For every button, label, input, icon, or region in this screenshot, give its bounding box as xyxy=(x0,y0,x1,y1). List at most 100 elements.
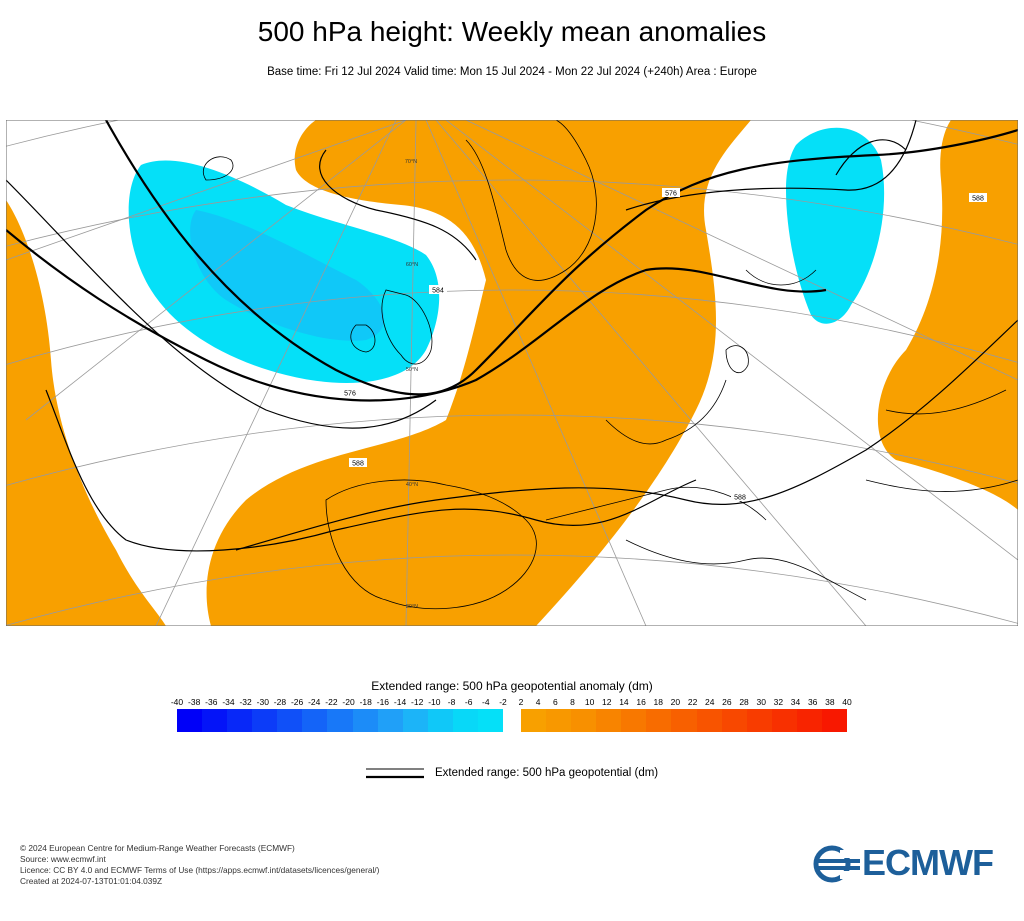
colorbar-swatch xyxy=(746,709,772,732)
colorbar-tick-label: 32 xyxy=(773,697,784,707)
colorbar-tick-label: -18 xyxy=(359,697,372,707)
colorbar-tick-label: 12 xyxy=(602,697,612,707)
contour-label-588-iberia: 588 xyxy=(352,461,364,468)
positive-colorbar xyxy=(521,709,848,732)
lat-label-70n: 70°N xyxy=(405,159,417,165)
colorbar-tick-label: 4 xyxy=(535,697,541,707)
colorbar-tick-label: 2 xyxy=(518,697,524,707)
legend-title: Extended range: 500 hPa geopotential ano… xyxy=(371,679,653,693)
colorbar-tick-label: -2 xyxy=(499,697,507,707)
colorbar-swatch xyxy=(696,709,722,732)
colorbar-swatch xyxy=(302,709,328,732)
colorbar-tick-label: -36 xyxy=(205,697,218,707)
colorbar-tick-label: 28 xyxy=(739,697,749,707)
positive-anomaly-regions xyxy=(6,120,1018,626)
colorbar-swatch xyxy=(546,709,572,732)
graticule xyxy=(6,120,1018,626)
colorbar-tick-label: -26 xyxy=(290,697,304,707)
colorbar-tick-label: 6 xyxy=(552,697,558,707)
positive-anomaly-atlantic xyxy=(6,200,166,626)
negative-anomaly-regions xyxy=(128,127,885,383)
colorbar-swatch xyxy=(721,709,747,732)
positive-anomaly-asia xyxy=(877,120,1018,510)
colorbar-tick-label: 18 xyxy=(653,697,663,707)
colorbar-tick-label: -28 xyxy=(273,697,287,707)
geopotential-contours xyxy=(6,120,1018,552)
colorbar-swatch xyxy=(452,709,478,732)
contour-label-588-med: 588 xyxy=(734,495,746,502)
colorbar-swatch xyxy=(227,709,253,732)
colorbar-tick-label: 26 xyxy=(722,697,732,707)
colorbar-tick-label: 24 xyxy=(705,697,715,707)
colorbar-tick-label: -16 xyxy=(376,697,390,707)
positive-anomaly-central-europe xyxy=(206,120,751,626)
colorbar-swatch xyxy=(796,709,822,732)
colorbar-swatch xyxy=(427,709,453,732)
colorbar-tick-label: -24 xyxy=(308,697,321,707)
lat-label-50n: 50°N xyxy=(406,367,418,373)
page-subtitle: Base time: Fri 12 Jul 2024 Valid time: M… xyxy=(267,66,757,78)
colorbar-tick-label: -40 xyxy=(170,697,184,707)
colorbar-tick-label: 14 xyxy=(619,697,629,707)
contour-legend-label: Extended range: 500 hPa geopotential (dm… xyxy=(435,767,659,779)
colorbar-tick-label: 10 xyxy=(584,697,595,707)
colorbar-tick-label: 34 xyxy=(790,697,801,707)
lat-label-60n: 60°N xyxy=(406,262,418,268)
colorbar-swatch xyxy=(477,709,504,732)
colorbar-swatch xyxy=(402,709,428,732)
colorbar-swatch xyxy=(821,709,848,732)
colorbar-tick-label: 22 xyxy=(687,697,698,707)
colorbar-swatch xyxy=(252,709,278,732)
colorbar-tick-label: 30 xyxy=(756,697,766,707)
colorbar-swatch xyxy=(377,709,403,732)
colorbar-swatch xyxy=(277,709,303,732)
contour-label-584: 584 xyxy=(432,288,444,295)
contour-labels: 576 576 588 584 588 588 xyxy=(341,188,987,502)
colorbar-swatch xyxy=(596,709,622,732)
colorbar-tick-label: 36 xyxy=(807,697,818,707)
contour-label-588-east: 588 xyxy=(972,196,984,203)
ecmwf-logo-icon xyxy=(813,845,860,883)
colorbar-tick-label: 16 xyxy=(636,697,646,707)
footer-licence: Licence: CC BY 4.0 and ECMWF Terms of Us… xyxy=(20,865,380,875)
contour-label-576-north: 576 xyxy=(665,191,677,198)
colorbar-tick-label: -20 xyxy=(342,697,355,707)
colorbar-swatch xyxy=(202,709,228,732)
footer-copyright: © 2024 European Centre for Medium-Range … xyxy=(20,843,295,853)
colorbar-swatch xyxy=(646,709,672,732)
colorbar-tick-label: -22 xyxy=(325,697,338,707)
colorbar-tick-label: -8 xyxy=(447,697,456,707)
colorbar-tick-label: -6 xyxy=(464,697,473,707)
colorbar-swatch xyxy=(671,709,697,732)
footer-created: Created at 2024-07-13T01:01:04.039Z xyxy=(20,876,163,886)
colorbar-swatch xyxy=(571,709,597,732)
footer: © 2024 European Centre for Medium-Range … xyxy=(20,843,379,887)
lat-label-30n: 30°N xyxy=(406,604,418,610)
lat-label-40n: 40°N xyxy=(406,482,418,488)
colorbar-swatch xyxy=(327,709,353,732)
colorbar-tick-label: -32 xyxy=(239,697,252,707)
colorbar-swatch xyxy=(352,709,378,732)
colorbar-swatch xyxy=(771,709,797,732)
negative-colorbar xyxy=(177,709,504,732)
colorbar-tick-label: 20 xyxy=(670,697,681,707)
contour-label-576-atlantic: 576 xyxy=(344,391,356,398)
colorbar-tick-label: -34 xyxy=(222,697,235,707)
anomaly-map: 576 576 588 584 588 588 70°N 60°N 50°N 4… xyxy=(6,120,1018,626)
colorbar-tick-label: 38 xyxy=(825,697,835,707)
colorbar-swatch xyxy=(621,709,647,732)
colorbar-swatch xyxy=(177,709,203,732)
page-title: 500 hPa height: Weekly mean anomalies xyxy=(257,16,767,47)
ecmwf-logo-text: ECMWF xyxy=(862,842,994,883)
negative-anomaly-north-atlantic-core xyxy=(190,210,385,341)
colorbar-swatch xyxy=(521,709,547,732)
colorbar-tick-label: 40 xyxy=(842,697,852,707)
colorbar-tick-label: -38 xyxy=(188,697,201,707)
latitude-labels: 70°N 60°N 50°N 40°N 30°N xyxy=(405,159,418,610)
colorbar-tick-label: -10 xyxy=(428,697,441,707)
contour-legend-symbol xyxy=(366,768,424,779)
colorbar-tick-label: 8 xyxy=(570,697,575,707)
colorbar-tick-label: -12 xyxy=(411,697,424,707)
colorbar-tick-label: -4 xyxy=(482,697,490,707)
footer-source: Source: www.ecmwf.int xyxy=(20,854,106,864)
